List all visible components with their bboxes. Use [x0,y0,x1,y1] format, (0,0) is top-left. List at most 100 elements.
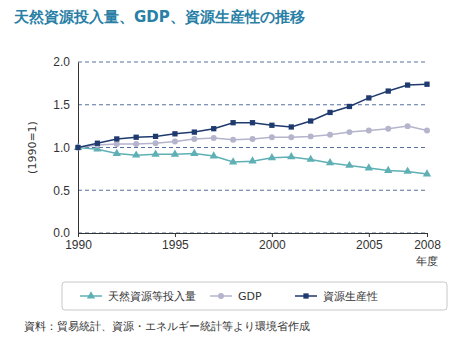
x-tick: 2005 [356,233,383,252]
series-marker [327,132,333,138]
series-marker [269,123,274,128]
y-axis-title: (1990=1) [26,121,39,174]
series-marker [405,123,411,129]
x-tick-mark [175,233,176,237]
series-marker [424,82,429,87]
legend-marker [303,293,308,298]
legend-label: 資源生産性 [323,290,378,303]
series-marker [289,124,294,129]
series-marker [307,155,315,162]
x-axis: 1990 1995 2000 2005 2008 [65,233,441,252]
series-marker [250,120,255,125]
x-tick: 1995 [162,233,189,252]
series-marker [191,136,197,142]
legend-frame [62,282,447,310]
series-marker [385,126,391,132]
x-tick-label: 2000 [259,238,286,252]
legend: 天然資源等投入量 GDP 資源生産性 [62,282,447,310]
chart: 天然資源投入量、GDP、資源生産性の推移0.00.51.01.52.019901… [0,0,469,344]
series-line [78,148,427,175]
x-tick-label: 2005 [356,238,383,252]
series-marker [230,137,236,143]
series-marker [347,104,352,109]
series-marker [248,156,256,163]
legend-label: GDP [238,290,262,303]
x-axis-title: 年度 [416,255,438,268]
series-marker [384,166,392,173]
y-tick: 2.0 [53,55,78,69]
series-marker [153,140,159,146]
x-axis-line [79,234,428,238]
series-marker [229,157,237,164]
legend-marker [218,293,224,299]
series-marker [287,152,295,159]
y-tick-label: 1.5 [53,98,70,112]
series-marker [192,129,197,134]
y-tick-label: 1.0 [53,141,70,155]
legend-marker [87,291,95,298]
legend-label: 天然資源等投入量 [108,290,196,303]
series-marker [327,110,332,115]
grid-line [78,104,427,105]
source-note: 資料：貿易統計、資源・エネルギー統計等より環境省作成 [24,320,310,333]
series-line [78,126,427,147]
series-marker [171,150,179,157]
x-tick-mark [78,233,79,237]
y-tick: 1.0 [53,141,78,155]
y-tick-label: 2.0 [53,55,70,69]
grid [78,62,427,233]
grid-line [78,62,427,63]
series-marker [366,95,371,100]
series-marker [288,134,294,140]
series-marker [114,141,120,147]
series-marker [424,127,430,133]
series-marker [134,135,139,140]
series-marker [365,163,373,170]
x-tick-label: 1995 [162,238,189,252]
series-marker [269,134,275,140]
title: 天然資源投入量、GDP、資源生産性の推移 [13,8,305,26]
series-marker [403,167,411,174]
series-marker [366,127,372,133]
x-tick: 1990 [65,233,92,252]
y-tick: 0.5 [53,184,78,198]
series-marker [345,161,353,168]
series-marker [75,145,81,151]
series-marker [151,150,159,157]
series-marker [95,141,100,146]
series-marker [114,136,119,141]
x-tick-mark [427,233,428,237]
series-marker [210,151,218,158]
x-tick-label: 2008 [414,238,441,252]
x-tick: 2008 [414,233,441,252]
series-marker [308,118,313,123]
series-marker [405,82,410,87]
series-marker [132,150,140,157]
series-marker [386,88,391,93]
series-marker [133,141,139,147]
series-marker [308,133,314,139]
grid-line [78,190,427,191]
plot-area [74,82,431,177]
x-tick: 2000 [259,233,286,252]
series-marker [172,139,178,145]
y-axis: 0.00.51.01.52.0 [53,55,78,240]
x-tick-mark [369,233,370,237]
y-tick: 1.5 [53,98,78,112]
x-tick-mark [272,233,273,237]
series-marker [326,158,334,165]
series-line [78,84,427,147]
x-tick-label: 1990 [65,238,92,252]
grid-line [78,147,427,148]
series-marker [172,131,177,136]
series-marker [268,153,276,160]
series-marker [250,136,256,142]
series-marker [423,169,431,176]
series-marker [211,135,217,141]
y-tick-label: 0.5 [53,184,70,198]
series-marker [230,120,235,125]
series-marker [153,134,158,139]
series-marker [75,145,80,150]
series-marker [113,149,121,156]
series-marker [211,126,216,131]
